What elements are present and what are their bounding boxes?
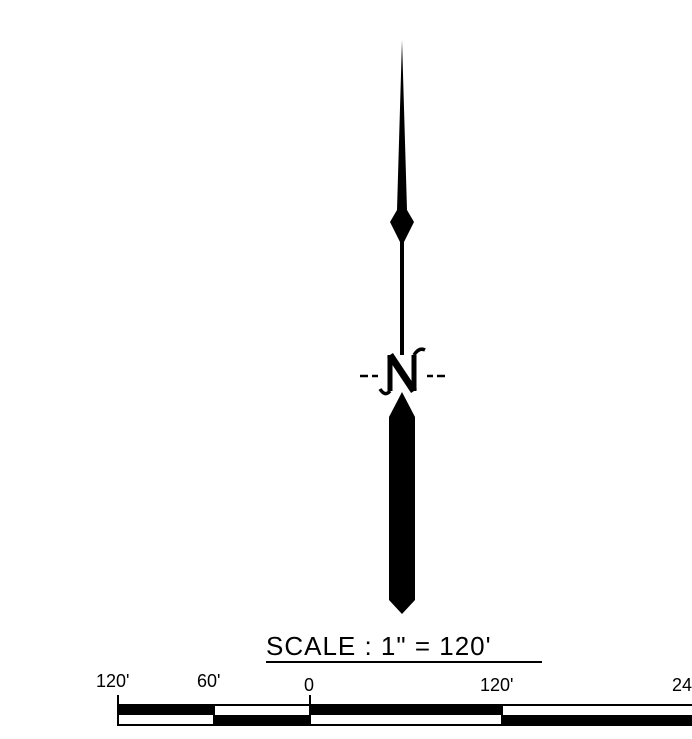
scale-tick-label: 120' — [96, 671, 129, 691]
scale-title-group: SCALE : 1" = 120' — [266, 631, 542, 663]
scale-tick-label: 240' — [672, 675, 692, 695]
scale-bar-segment — [310, 705, 502, 715]
scale-bar — [117, 695, 692, 726]
scale-tick-label: 60' — [197, 671, 220, 691]
scale-bar-segment — [118, 705, 214, 715]
scale-bar-segment — [214, 715, 310, 725]
north-arrow-upper-spike — [390, 40, 414, 246]
north-arrow-tail — [389, 392, 415, 614]
north-arrow: N — [360, 40, 445, 614]
north-letter-glyph: N — [378, 347, 426, 396]
scale-title: SCALE : 1" = 120' — [266, 631, 492, 661]
scale-tick-label: 120' — [480, 675, 513, 695]
scale-tick-label: 0 — [304, 675, 314, 695]
scale-tick-labels: 120' 60' 0 120' 240' — [96, 671, 692, 695]
scale-bar-segment — [502, 715, 692, 725]
